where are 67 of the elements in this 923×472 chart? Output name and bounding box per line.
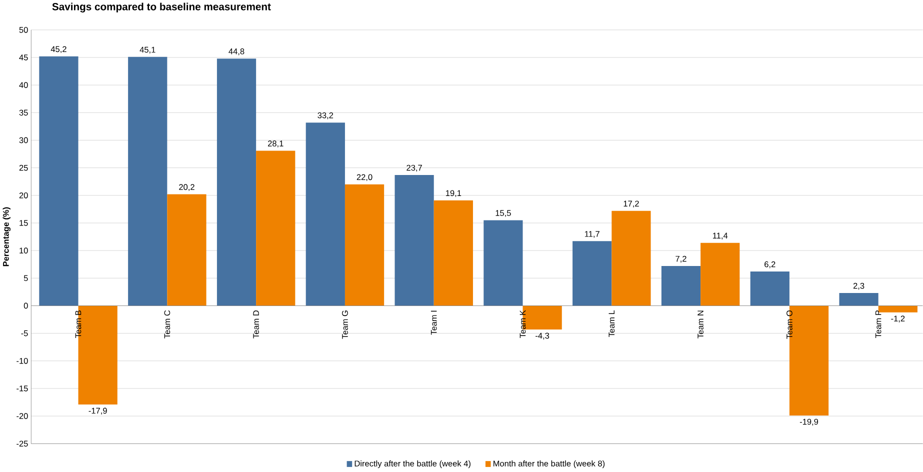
legend-label: Month after the battle (week 8) xyxy=(494,460,605,468)
y-tick-label: 10 xyxy=(20,248,28,254)
x-tick-label: Team N xyxy=(698,310,704,339)
y-tick-label: 35 xyxy=(19,110,28,116)
bar xyxy=(612,210,651,306)
y-tick-label: 30 xyxy=(19,137,28,144)
bar xyxy=(839,293,878,306)
bar xyxy=(344,184,384,306)
bar xyxy=(700,242,740,306)
data-label: -1,2 xyxy=(891,316,905,323)
y-tick-label: 50 xyxy=(19,27,28,33)
y-tick-label: 20 xyxy=(19,192,28,198)
y-tick-label: -25 xyxy=(16,440,28,447)
x-tick-label: Team G xyxy=(342,310,348,339)
data-label: 2,3 xyxy=(853,283,864,290)
y-axis-title: Percentage (%) xyxy=(2,207,11,266)
data-label: -17,9 xyxy=(88,408,107,415)
y-tick-label: -5 xyxy=(21,330,28,336)
bar xyxy=(306,122,345,306)
data-label: 28,1 xyxy=(268,140,284,148)
data-label: 6,2 xyxy=(764,261,776,268)
bar xyxy=(39,56,78,306)
y-tick-label: -15 xyxy=(16,386,28,392)
bar xyxy=(256,150,296,306)
data-label: 33,2 xyxy=(318,112,334,120)
x-tick-label: Team L xyxy=(608,310,615,338)
x-tick-label: Team D xyxy=(253,310,259,339)
data-label: 17,2 xyxy=(624,200,639,208)
bar xyxy=(750,272,790,306)
x-tick-label: Team P xyxy=(875,310,882,338)
x-tick-label: Team I xyxy=(430,310,437,335)
data-label: 45,1 xyxy=(140,46,156,54)
data-label: 45,2 xyxy=(50,46,66,54)
y-tick-label: -20 xyxy=(16,413,28,420)
x-tick-label: Team O xyxy=(786,310,792,339)
data-label: 44,8 xyxy=(228,48,244,56)
bar xyxy=(434,200,473,306)
bar xyxy=(878,306,918,312)
data-label: -19,9 xyxy=(800,418,818,426)
y-tick-label: 40 xyxy=(19,82,28,88)
data-label: 20,2 xyxy=(179,184,194,192)
data-label: 15,5 xyxy=(496,210,511,218)
data-label: -4,3 xyxy=(536,332,550,340)
x-tick-label: Team K xyxy=(520,310,526,338)
y-tick-label: 0 xyxy=(24,302,28,309)
bar xyxy=(216,58,256,306)
bar xyxy=(484,220,523,306)
bar xyxy=(167,194,206,306)
bar xyxy=(572,241,612,306)
chart-title: Savings compared to baseline measurement xyxy=(52,2,271,13)
bar xyxy=(661,266,701,306)
data-label: 22,0 xyxy=(356,174,372,182)
y-tick-label: 45 xyxy=(19,54,28,60)
data-label: 23,7 xyxy=(406,164,422,172)
bar xyxy=(128,57,168,306)
x-tick-label: Team C xyxy=(164,310,170,339)
bar xyxy=(394,175,434,306)
data-label: 11,7 xyxy=(584,231,600,238)
data-label: 11,4 xyxy=(712,232,728,240)
legend-label: Directly after the battle (week 4) xyxy=(354,460,470,468)
y-tick-label: 15 xyxy=(20,220,28,226)
y-tick-label: -10 xyxy=(16,358,28,364)
data-label: 19,1 xyxy=(446,190,462,198)
y-tick-label: 25 xyxy=(19,164,28,171)
y-tick-label: 5 xyxy=(24,275,28,282)
data-label: 7,2 xyxy=(676,256,686,263)
x-tick-label: Team B xyxy=(75,310,82,338)
